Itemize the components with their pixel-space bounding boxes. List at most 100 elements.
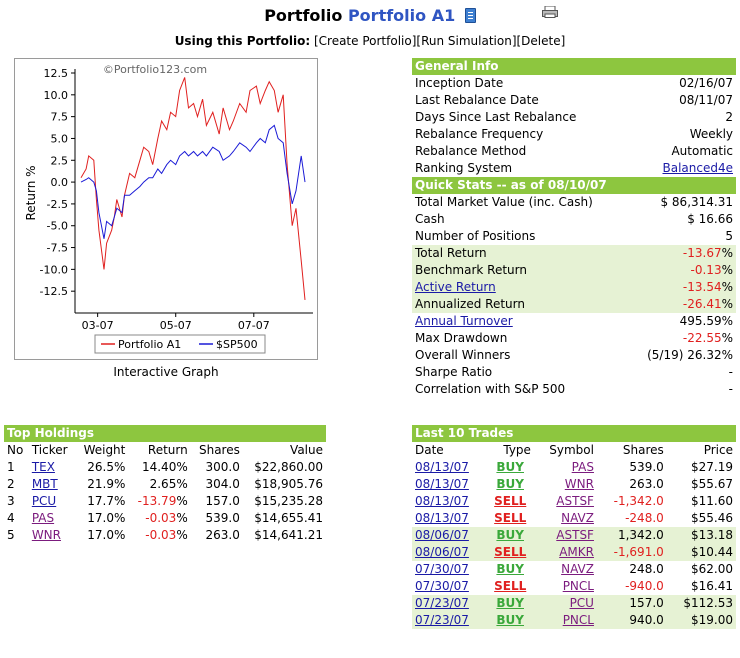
holding-ticker-link[interactable]: PCU bbox=[31, 494, 57, 508]
y-tick-label: -7.5 bbox=[47, 242, 68, 255]
stat-label: Annualized Return bbox=[412, 296, 628, 313]
trade-type[interactable]: BUY bbox=[496, 477, 524, 491]
holding-return: 2.65% bbox=[128, 476, 190, 493]
trade-type-cell[interactable]: BUY bbox=[487, 476, 534, 493]
trade-symbol-link[interactable]: NAVZ bbox=[561, 511, 594, 525]
trade-type[interactable]: SELL bbox=[494, 511, 527, 525]
trade-date-link[interactable]: 08/13/07 bbox=[415, 460, 469, 474]
trade-symbol-cell[interactable]: PAS bbox=[534, 459, 597, 476]
holding-ticker-link[interactable]: MBT bbox=[31, 477, 58, 491]
trade-type[interactable]: SELL bbox=[494, 545, 527, 559]
top-holdings-table: Top Holdings No Ticker Weight Return Shares Va… bbox=[4, 425, 326, 544]
trade-symbol-link[interactable]: PNCL bbox=[562, 579, 594, 593]
trade-date-link[interactable]: 07/30/07 bbox=[415, 579, 469, 593]
y-tick-label: 2.5 bbox=[51, 154, 69, 167]
print-icon[interactable] bbox=[542, 6, 558, 18]
delete-link[interactable]: [Delete] bbox=[516, 34, 566, 48]
stat-label-link[interactable]: Annual Turnover bbox=[415, 314, 513, 328]
trade-date-link[interactable]: 08/13/07 bbox=[415, 494, 469, 508]
trade-date-cell[interactable]: 08/13/07 bbox=[412, 493, 487, 510]
trade-type[interactable]: BUY bbox=[496, 613, 524, 627]
trade-date-cell[interactable]: 07/30/07 bbox=[412, 578, 487, 595]
trade-type[interactable]: BUY bbox=[496, 528, 524, 542]
trade-type-cell[interactable]: BUY bbox=[487, 459, 534, 476]
stat-label[interactable]: Active Return bbox=[412, 279, 628, 296]
holding-ticker-cell[interactable]: PAS bbox=[29, 510, 75, 527]
holding-ticker-link[interactable]: WNR bbox=[31, 528, 61, 542]
trade-date-link[interactable]: 08/06/07 bbox=[415, 528, 469, 542]
trade-symbol-link[interactable]: NAVZ bbox=[561, 562, 594, 576]
trade-symbol-link[interactable]: PCU bbox=[569, 596, 594, 610]
run-simulation-link[interactable]: [Run Simulation] bbox=[416, 34, 517, 48]
trade-type-cell[interactable]: SELL bbox=[487, 578, 534, 595]
notes-icon[interactable] bbox=[464, 8, 476, 23]
performance-chart[interactable]: ©Portfolio123.com 12.5 10.0 7.5 5.0 2.5 0.0 -2.… bbox=[15, 59, 317, 359]
trade-symbol-link[interactable]: ASTSF bbox=[556, 494, 594, 508]
ranking-system-link[interactable]: Balanced4e bbox=[662, 161, 734, 175]
trade-symbol-cell[interactable]: ASTSF bbox=[533, 527, 597, 544]
stat-value: 5 bbox=[628, 228, 736, 245]
trade-type[interactable]: SELL bbox=[494, 579, 527, 593]
trade-type-cell[interactable]: BUY bbox=[487, 561, 534, 578]
trade-symbol-cell[interactable]: PNCL bbox=[533, 612, 597, 629]
trade-date-link[interactable]: 07/23/07 bbox=[415, 613, 469, 627]
performance-chart-box[interactable]: ©Portfolio123.com 12.5 10.0 7.5 5.0 2.5 0.0 -2.… bbox=[14, 58, 318, 360]
trade-date-link[interactable]: 08/06/07 bbox=[415, 545, 469, 559]
stat-value: -26.41% bbox=[628, 296, 736, 313]
trade-symbol-cell[interactable]: AMKR bbox=[533, 544, 597, 561]
chart-legend bbox=[94, 334, 266, 354]
trade-date-link[interactable]: 07/30/07 bbox=[415, 562, 469, 576]
trade-type[interactable]: BUY bbox=[496, 562, 524, 576]
holding-shares: 300.0 bbox=[205, 460, 240, 474]
trade-type[interactable]: BUY bbox=[496, 460, 524, 474]
trade-symbol-link[interactable]: WNR bbox=[564, 477, 594, 491]
holding-row: 5 WNR 17.0% -0.03% 263.0 $14,641.21 bbox=[4, 527, 326, 544]
trade-symbol-cell[interactable]: PCU bbox=[533, 595, 597, 612]
trade-date-cell[interactable]: 08/13/07 bbox=[412, 510, 487, 527]
trade-date-link[interactable]: 08/13/07 bbox=[415, 511, 469, 525]
stat-label[interactable]: Annual Turnover bbox=[412, 313, 628, 330]
trade-type-cell[interactable]: BUY bbox=[486, 612, 534, 629]
trade-symbol-link[interactable]: ASTSF bbox=[556, 528, 594, 542]
holding-ticker-cell[interactable]: MBT bbox=[29, 476, 75, 493]
trade-date-cell[interactable]: 07/30/07 bbox=[412, 561, 487, 578]
trade-type-cell[interactable]: BUY bbox=[486, 527, 534, 544]
holding-ticker-link[interactable]: TEX bbox=[31, 460, 55, 474]
trade-type-cell[interactable]: SELL bbox=[487, 493, 534, 510]
holding-value: $14,655.41 bbox=[254, 511, 323, 525]
trade-symbol-link[interactable]: PAS bbox=[571, 460, 594, 474]
trade-type[interactable]: BUY bbox=[496, 596, 524, 610]
trade-date-link[interactable]: 08/13/07 bbox=[415, 477, 469, 491]
trade-type-cell[interactable]: BUY bbox=[486, 595, 534, 612]
trade-symbol-cell[interactable]: WNR bbox=[534, 476, 597, 493]
trade-shares: -1,342.0 bbox=[597, 493, 667, 510]
trade-date-cell[interactable]: 07/23/07 bbox=[412, 612, 487, 629]
trade-type[interactable]: SELL bbox=[494, 494, 527, 508]
holding-ticker-cell[interactable]: TEX bbox=[29, 459, 75, 476]
info-value[interactable]: Balanced4e bbox=[628, 160, 736, 177]
trade-date-link[interactable]: 07/23/07 bbox=[415, 596, 469, 610]
trade-price: $16.41 bbox=[691, 579, 733, 593]
stat-value: $ 16.66 bbox=[628, 211, 736, 228]
stat-label-link[interactable]: Active Return bbox=[415, 280, 496, 294]
trade-date-cell[interactable]: 08/06/07 bbox=[412, 544, 487, 561]
trade-date-cell[interactable]: 08/06/07 bbox=[412, 527, 487, 544]
holding-ticker-cell[interactable]: PCU bbox=[29, 493, 75, 510]
create-portfolio-link[interactable]: [Create Portfolio] bbox=[313, 34, 417, 48]
trade-symbol-cell[interactable]: ASTSF bbox=[534, 493, 597, 510]
interactive-graph-caption[interactable]: Interactive Graph bbox=[113, 365, 219, 379]
trade-date-cell[interactable]: 08/13/07 bbox=[412, 476, 487, 493]
holdings-column-header: Shares bbox=[198, 443, 240, 457]
trade-symbol-link[interactable]: AMKR bbox=[559, 545, 594, 559]
trade-symbol-cell[interactable]: NAVZ bbox=[534, 510, 597, 527]
holding-ticker-link[interactable]: PAS bbox=[31, 511, 55, 525]
trade-type-cell[interactable]: SELL bbox=[486, 544, 534, 561]
trade-date-cell[interactable]: 08/13/07 bbox=[412, 459, 487, 476]
holding-shares: 157.0 bbox=[205, 494, 240, 508]
trade-symbol-cell[interactable]: NAVZ bbox=[534, 561, 597, 578]
holding-ticker-cell[interactable]: WNR bbox=[29, 527, 75, 544]
trade-symbol-link[interactable]: PNCL bbox=[562, 613, 594, 627]
trade-type-cell[interactable]: SELL bbox=[487, 510, 534, 527]
trade-symbol-cell[interactable]: PNCL bbox=[534, 578, 597, 595]
trade-date-cell[interactable]: 07/23/07 bbox=[412, 595, 487, 612]
